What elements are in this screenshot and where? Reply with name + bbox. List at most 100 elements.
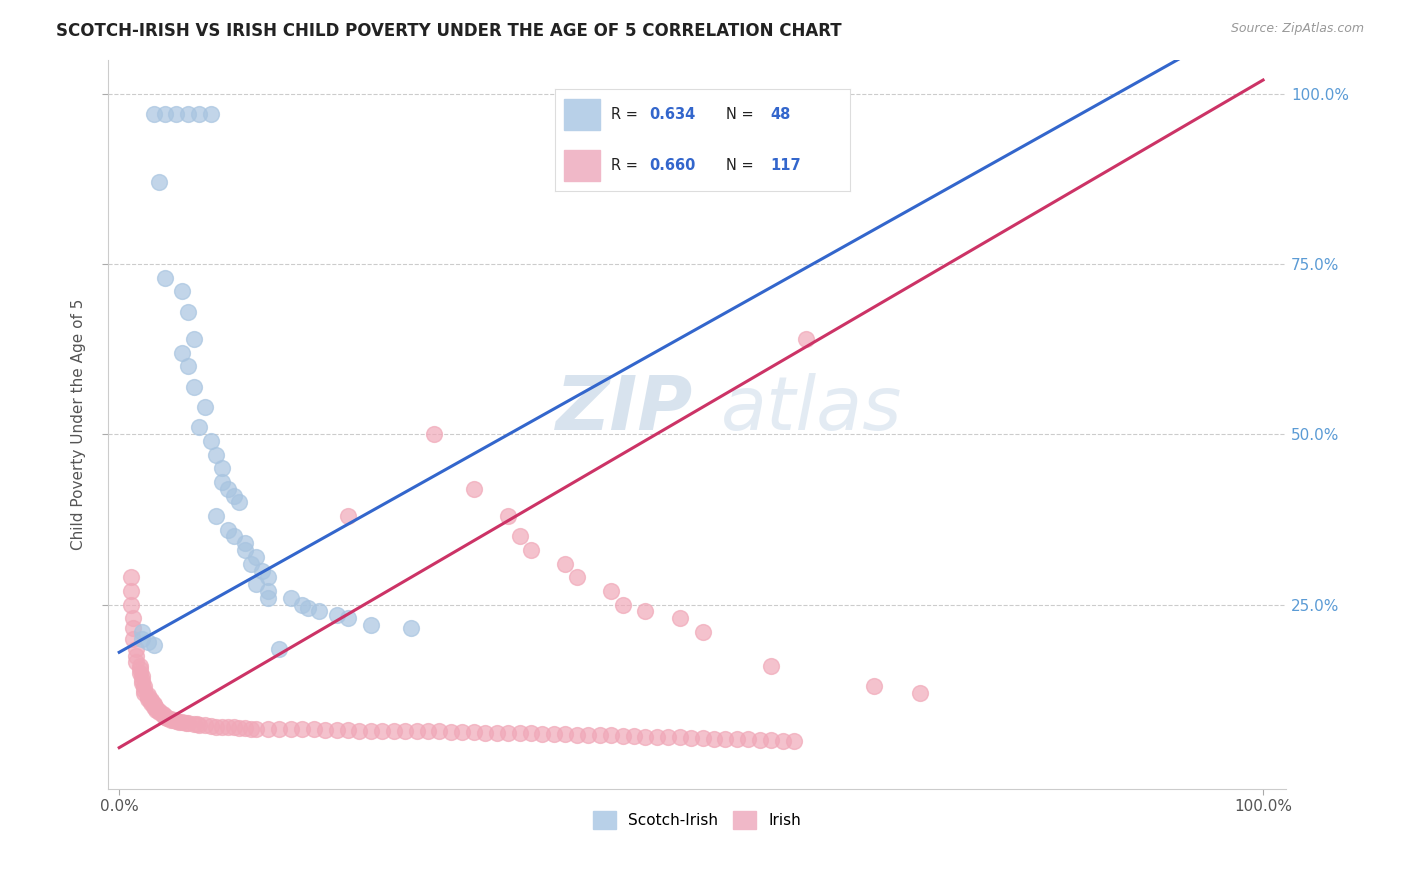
Point	[714, 731, 737, 746]
Point	[165, 714, 187, 728]
Point	[382, 723, 405, 738]
Point	[222, 720, 245, 734]
Point	[134, 682, 156, 697]
Point	[703, 731, 725, 746]
Point	[131, 632, 153, 646]
Point	[692, 731, 714, 745]
Point	[142, 697, 165, 711]
Point	[128, 659, 150, 673]
Point	[399, 622, 422, 636]
Point	[122, 622, 145, 636]
Point	[142, 698, 165, 713]
Y-axis label: Child Poverty Under the Age of 5: Child Poverty Under the Age of 5	[72, 299, 86, 549]
Point	[269, 723, 291, 737]
Point	[145, 702, 167, 716]
Point	[239, 557, 262, 571]
Point	[183, 716, 205, 731]
Point	[485, 725, 508, 739]
Point	[228, 495, 250, 509]
Point	[194, 400, 217, 414]
Point	[451, 725, 474, 739]
Point	[205, 448, 228, 462]
Point	[269, 641, 291, 656]
Point	[245, 577, 267, 591]
Point	[177, 716, 200, 731]
Point	[297, 601, 319, 615]
Point	[245, 722, 267, 736]
Point	[142, 639, 165, 653]
Point	[600, 728, 623, 742]
Point	[125, 656, 148, 670]
Point	[308, 604, 330, 618]
Point	[205, 509, 228, 524]
Point	[194, 718, 217, 732]
Point	[177, 107, 200, 121]
Point	[134, 679, 156, 693]
Point	[565, 570, 588, 584]
Point	[200, 434, 222, 448]
Point	[159, 712, 181, 726]
Point	[136, 691, 159, 706]
Point	[125, 648, 148, 663]
Point	[416, 724, 439, 739]
Point	[600, 584, 623, 599]
Point	[496, 726, 519, 740]
Point	[136, 688, 159, 702]
Point	[302, 723, 325, 737]
Point	[145, 701, 167, 715]
Point	[250, 564, 273, 578]
Point	[222, 529, 245, 543]
Point	[120, 598, 142, 612]
Point	[336, 723, 359, 737]
Point	[120, 570, 142, 584]
Point	[233, 721, 256, 735]
Point	[142, 699, 165, 714]
Point	[153, 709, 176, 723]
Point	[153, 270, 176, 285]
Point	[136, 635, 159, 649]
Point	[371, 723, 394, 738]
Point	[325, 607, 347, 622]
Point	[148, 704, 170, 718]
Point	[531, 727, 554, 741]
Point	[681, 731, 703, 745]
Point	[141, 693, 163, 707]
Point	[136, 690, 159, 704]
Point	[211, 475, 233, 489]
Point	[128, 665, 150, 680]
Text: ZIP: ZIP	[555, 373, 693, 446]
Point	[520, 543, 543, 558]
Point	[188, 107, 211, 121]
Point	[291, 723, 314, 737]
Point	[748, 733, 770, 747]
Point	[725, 732, 748, 747]
Point	[172, 284, 194, 298]
Point	[668, 611, 690, 625]
Point	[634, 730, 657, 744]
Point	[761, 659, 783, 673]
Point	[122, 632, 145, 646]
Point	[125, 641, 148, 656]
Point	[172, 345, 194, 359]
Point	[152, 706, 174, 721]
Point	[612, 598, 634, 612]
Point	[863, 679, 886, 693]
Point	[152, 708, 174, 723]
Point	[188, 718, 211, 732]
Point	[496, 509, 519, 524]
Point	[612, 729, 634, 743]
Point	[156, 711, 179, 725]
Point	[509, 529, 531, 543]
Point	[122, 611, 145, 625]
Point	[131, 673, 153, 687]
Point	[257, 591, 280, 605]
Point	[233, 543, 256, 558]
Point	[336, 509, 359, 524]
Point	[772, 734, 794, 748]
Point	[172, 715, 194, 730]
Point	[211, 461, 233, 475]
Point	[794, 332, 817, 346]
Point	[314, 723, 336, 737]
Point	[634, 604, 657, 618]
Point	[183, 332, 205, 346]
